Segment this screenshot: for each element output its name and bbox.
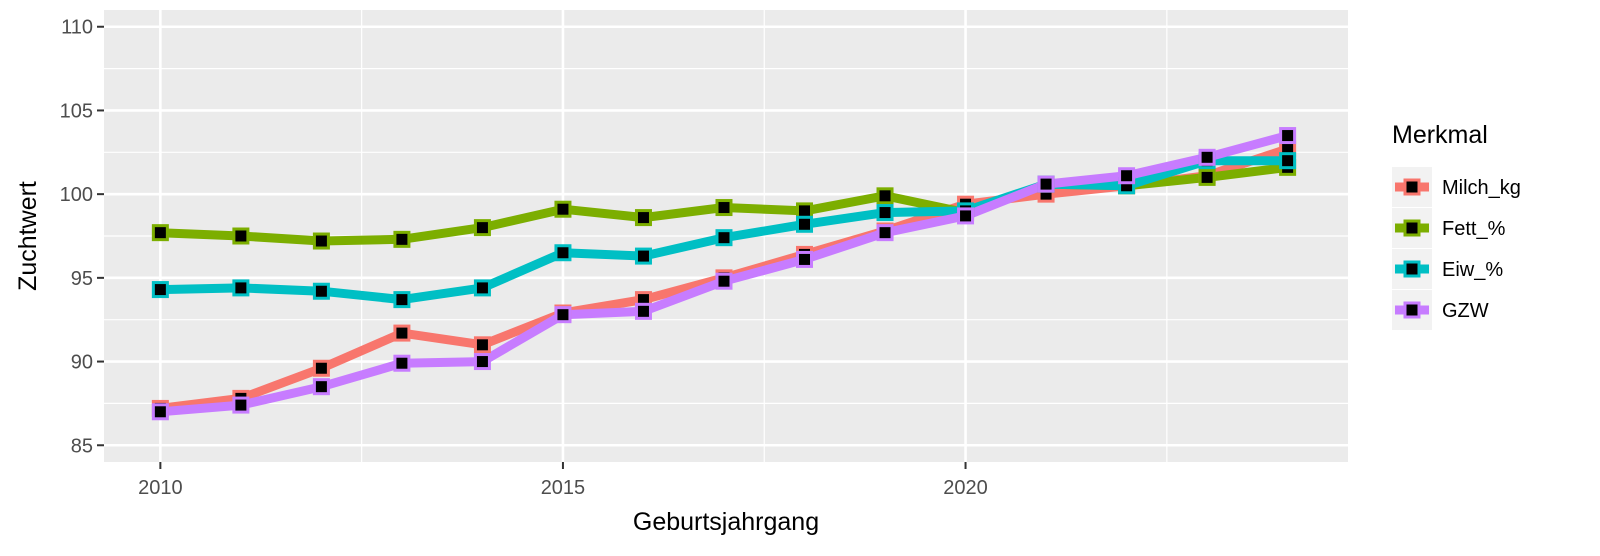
legend: Merkmal Milch_kg Fett_% Eiw_% GZW — [1392, 121, 1521, 330]
legend-key-point — [1403, 260, 1421, 278]
series-points — [151, 127, 1297, 421]
legend-label: Milch_kg — [1442, 177, 1521, 199]
legend-key-point — [1403, 178, 1421, 196]
data-point-GZW — [957, 207, 975, 225]
data-point-Fett_% — [473, 219, 491, 237]
data-point-Milch_kg — [473, 336, 491, 354]
data-point-Eiw_% — [312, 282, 330, 300]
y-tick-label: 90 — [71, 352, 93, 374]
data-point-Eiw_% — [715, 229, 733, 247]
data-point-Eiw_% — [151, 281, 169, 299]
data-point-Eiw_% — [554, 244, 572, 262]
legend-key-point — [1403, 219, 1421, 237]
data-point-Fett_% — [876, 187, 894, 205]
data-point-Fett_% — [554, 200, 572, 218]
x-tick-label: 2015 — [541, 477, 586, 499]
y-axis-title: Zuchtwert — [14, 181, 42, 291]
x-axis: 2010 2015 2020 — [138, 462, 988, 499]
y-axis: 85 90 95 100 105 110 — [60, 17, 104, 457]
data-point-Eiw_% — [634, 247, 652, 265]
data-point-Fett_% — [312, 232, 330, 250]
x-tick-label: 2010 — [138, 477, 183, 499]
legend-title: Merkmal — [1392, 121, 1488, 149]
data-point-Eiw_% — [473, 279, 491, 297]
data-point-GZW — [393, 354, 411, 372]
data-point-Milch_kg — [312, 359, 330, 377]
data-point-GZW — [1279, 127, 1297, 145]
data-point-GZW — [554, 306, 572, 324]
data-point-Eiw_% — [393, 291, 411, 309]
y-tick-label: 95 — [71, 268, 93, 290]
data-point-Fett_% — [715, 199, 733, 217]
data-point-Fett_% — [393, 230, 411, 248]
data-point-Fett_% — [1198, 168, 1216, 186]
data-point-GZW — [151, 403, 169, 421]
data-point-GZW — [1118, 167, 1136, 185]
data-point-GZW — [634, 302, 652, 320]
data-point-GZW — [796, 250, 814, 268]
legend-label: Fett_% — [1442, 218, 1506, 240]
y-tick-label: 110 — [61, 17, 93, 39]
data-point-Eiw_% — [232, 279, 250, 297]
data-point-Milch_kg — [393, 324, 411, 342]
data-point-GZW — [473, 353, 491, 371]
data-point-Fett_% — [151, 224, 169, 242]
data-point-GZW — [312, 378, 330, 396]
y-tick-label: 105 — [60, 100, 93, 122]
data-point-Eiw_% — [876, 204, 894, 222]
data-point-Eiw_% — [796, 215, 814, 233]
x-axis-title: Geburtsjahrgang — [633, 508, 819, 536]
data-point-GZW — [1037, 175, 1055, 193]
data-point-GZW — [715, 272, 733, 290]
legend-label: GZW — [1442, 300, 1489, 322]
legend-label: Eiw_% — [1442, 259, 1503, 281]
legend-key-point — [1403, 301, 1421, 319]
data-point-Fett_% — [232, 227, 250, 245]
data-point-GZW — [876, 224, 894, 242]
y-tick-label: 85 — [71, 435, 93, 457]
x-tick-label: 2020 — [943, 477, 988, 499]
data-point-GZW — [1198, 148, 1216, 166]
data-point-Fett_% — [634, 209, 652, 227]
y-tick-label: 100 — [60, 184, 93, 206]
data-point-GZW — [232, 396, 250, 414]
data-point-Eiw_% — [1279, 152, 1297, 170]
